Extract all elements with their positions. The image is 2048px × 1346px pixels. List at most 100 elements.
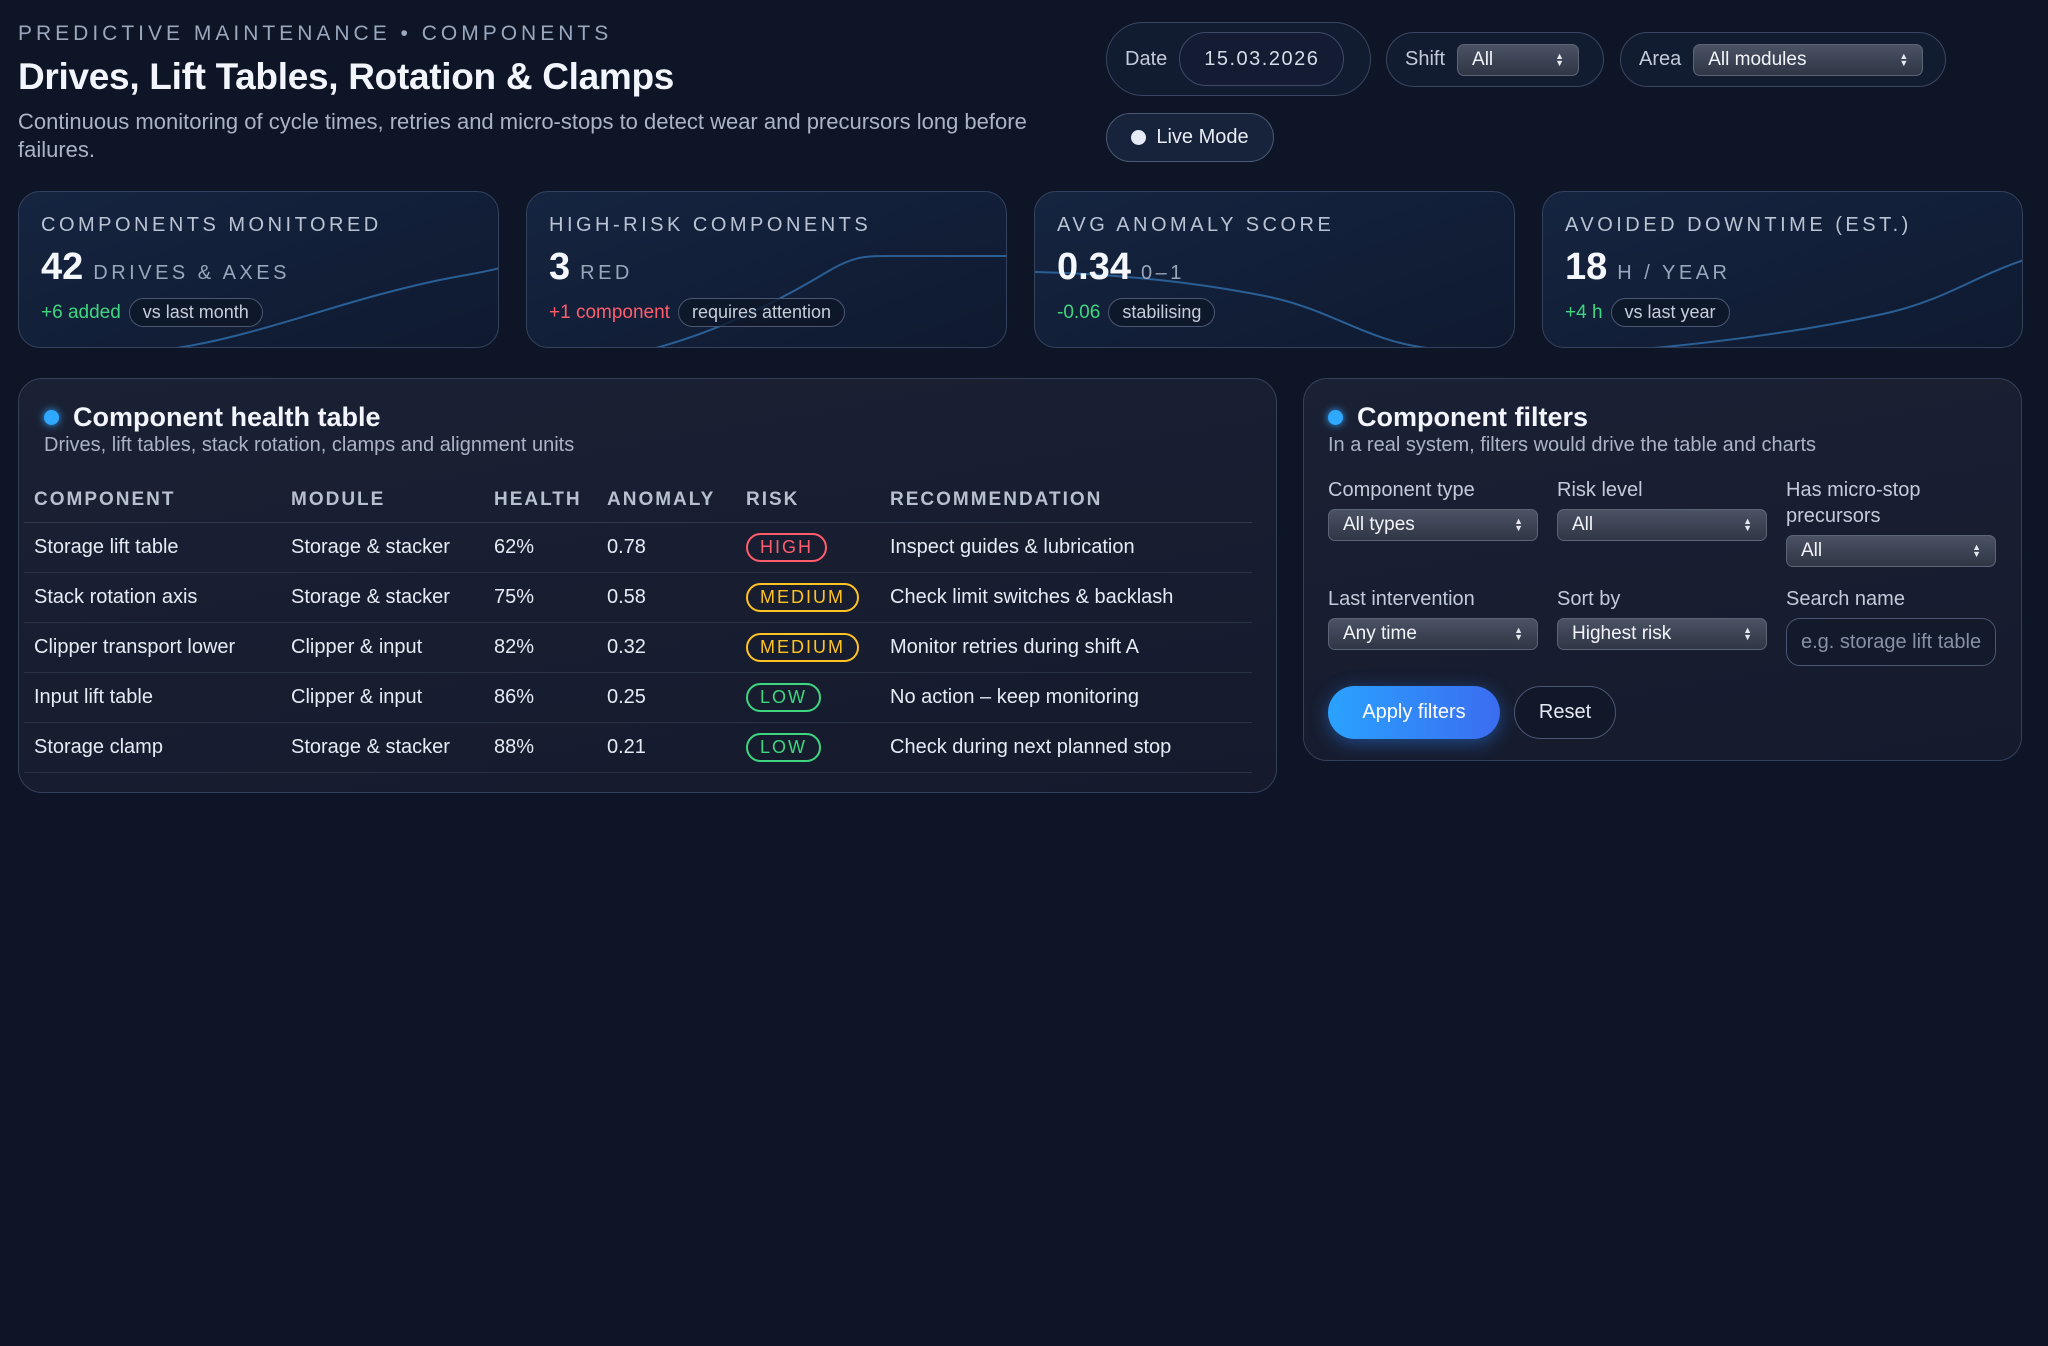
sort-by-select[interactable]: Highest risk ▲ ▼: [1557, 618, 1767, 650]
filters-subtitle: In a real system, filters would drive th…: [1328, 434, 1817, 456]
cell-risk: LOW: [736, 722, 880, 773]
cell-module: Clipper & input: [281, 622, 484, 673]
shift-select[interactable]: All ▲ ▼: [1457, 43, 1580, 76]
search-name-input[interactable]: [1786, 618, 1996, 666]
component-type-label: Component type: [1328, 479, 1475, 501]
reset-button[interactable]: Reset: [1514, 686, 1616, 739]
select-arrows-icon: ▲ ▼: [1743, 516, 1752, 533]
kpi-card-high-risk-components: HIGH-RISK COMPONENTS 3 RED +1 component …: [526, 191, 1007, 348]
cell-risk: HIGH: [736, 522, 880, 573]
kpi-delta: +4 h: [1565, 301, 1603, 323]
section-dot-icon: [44, 410, 59, 425]
kpi-unit: H / YEAR: [1617, 262, 1731, 284]
risk-level-value: All: [1572, 514, 1594, 535]
select-arrows-icon: ▲ ▼: [1899, 50, 1909, 68]
area-control: Area All modules ▲ ▼: [1620, 32, 1946, 87]
micro-stop-label: Has micro-stop precursors: [1786, 479, 1921, 527]
section-dot-icon: [1328, 410, 1343, 425]
column-header-component[interactable]: COMPONENT: [24, 478, 281, 523]
cell-module: Clipper & input: [281, 672, 484, 723]
component-type-select[interactable]: All types ▲ ▼: [1328, 509, 1538, 541]
date-control: Date 15.03.2026: [1106, 22, 1371, 96]
risk-badge: LOW: [746, 732, 822, 762]
kpi-delta: +1 component: [549, 301, 670, 323]
date-label: Date: [1125, 47, 1168, 70]
cell-risk: MEDIUM: [736, 572, 880, 623]
kpi-value-group: 18 H / YEAR: [1565, 246, 1731, 289]
kpi-sparkline: [1035, 271, 1428, 347]
area-select[interactable]: All modules ▲ ▼: [1693, 43, 1924, 76]
kpi-sparkline: [655, 254, 1006, 347]
kpi-unit: RED: [580, 262, 633, 284]
kpi-footer: +4 h vs last year: [1565, 298, 1730, 327]
health-table-title-text: Component health table: [73, 402, 381, 432]
kpi-comparison-chip: stabilising: [1108, 298, 1216, 327]
page-subtitle: Continuous monitoring of cycle times, re…: [18, 109, 1027, 162]
cell-anomaly: 0.58: [597, 572, 736, 623]
risk-level-label: Risk level: [1557, 479, 1643, 501]
column-header-health[interactable]: HEALTH: [484, 478, 597, 523]
kpi-value: 42: [41, 246, 84, 288]
kpi-comparison-chip: requires attention: [677, 298, 846, 327]
live-mode-button[interactable]: Live Mode: [1106, 113, 1274, 162]
risk-badge: MEDIUM: [746, 632, 859, 662]
kpi-value: 18: [1565, 246, 1608, 288]
select-arrows-icon: ▲ ▼: [1514, 625, 1523, 642]
select-arrows-icon: ▲ ▼: [1555, 50, 1565, 68]
last-intervention-select[interactable]: Any time ▲ ▼: [1328, 618, 1538, 650]
table-row[interactable]: Clipper transport lower Clipper & input …: [24, 622, 1252, 673]
cell-recommendation: Monitor retries during shift A: [880, 622, 1252, 673]
filters-title-text: Component filters: [1357, 402, 1589, 432]
select-arrows-icon: ▲ ▼: [1972, 542, 1981, 559]
table-row[interactable]: Stack rotation axis Storage & stacker 75…: [24, 572, 1252, 623]
kpi-card-avg-anomaly-score: AVG ANOMALY SCORE 0.34 0–1 -0.06 stabili…: [1034, 191, 1515, 348]
cell-anomaly: 0.21: [597, 722, 736, 773]
table-header-row: COMPONENT MODULE HEALTH ANOMALY RISK REC…: [24, 478, 1252, 523]
risk-level-select[interactable]: All ▲ ▼: [1557, 509, 1767, 541]
area-select-value: All modules: [1708, 48, 1807, 70]
kpi-value-group: 3 RED: [549, 246, 633, 289]
kpi-delta: +6 added: [41, 301, 121, 323]
kpi-label: AVG ANOMALY SCORE: [1057, 214, 1335, 236]
cell-recommendation: Check limit switches & backlash: [880, 572, 1252, 623]
risk-badge: LOW: [746, 682, 822, 712]
risk-badge: MEDIUM: [746, 582, 859, 612]
search-name-label: Search name: [1786, 588, 1905, 610]
kpi-sparkline: [1653, 259, 2022, 347]
table-row[interactable]: Storage clamp Storage & stacker 88% 0.21…: [24, 722, 1252, 773]
cell-risk: MEDIUM: [736, 622, 880, 673]
cell-anomaly: 0.78: [597, 522, 736, 573]
kpi-unit: DRIVES & AXES: [93, 262, 290, 284]
kpi-value: 0.34: [1057, 246, 1131, 288]
cell-risk: LOW: [736, 672, 880, 723]
cell-health: 86%: [484, 672, 597, 723]
cell-component: Storage lift table: [24, 522, 281, 573]
shift-label: Shift: [1405, 48, 1446, 70]
health-table-subtitle: Drives, lift tables, stack rotation, cla…: [44, 434, 575, 456]
kpi-comparison-chip: vs last year: [1610, 298, 1730, 327]
column-header-module[interactable]: MODULE: [281, 478, 484, 523]
kpi-value-group: 42 DRIVES & AXES: [41, 246, 290, 289]
column-header-anomaly[interactable]: ANOMALY: [597, 478, 736, 523]
kpi-label: AVOIDED DOWNTIME (EST.): [1565, 214, 1912, 236]
table-row[interactable]: Input lift table Clipper & input 86% 0.2…: [24, 672, 1252, 723]
kpi-card-components-monitored: COMPONENTS MONITORED 42 DRIVES & AXES +6…: [18, 191, 499, 348]
table-row[interactable]: Storage lift table Storage & stacker 62%…: [24, 522, 1252, 573]
apply-filters-button[interactable]: Apply filters: [1328, 686, 1500, 739]
cell-component: Storage clamp: [24, 722, 281, 773]
health-table-title: Component health table: [44, 402, 381, 433]
component-health-table: COMPONENT MODULE HEALTH ANOMALY RISK REC…: [24, 478, 1252, 773]
last-intervention-label: Last intervention: [1328, 588, 1475, 610]
page-eyebrow: PREDICTIVE MAINTENANCE • COMPONENTS: [18, 22, 613, 45]
column-header-risk[interactable]: RISK: [736, 478, 880, 523]
kpi-label: HIGH-RISK COMPONENTS: [549, 214, 872, 236]
micro-stop-select[interactable]: All ▲ ▼: [1786, 535, 1996, 567]
column-header-recommendation[interactable]: RECOMMENDATION: [880, 478, 1252, 523]
live-indicator-icon: [1131, 130, 1147, 145]
cell-component: Clipper transport lower: [24, 622, 281, 673]
kpi-value-group: 0.34 0–1: [1057, 246, 1185, 289]
page-title: Drives, Lift Tables, Rotation & Clamps: [18, 56, 675, 97]
date-picker[interactable]: 15.03.2026: [1179, 32, 1345, 86]
cell-health: 88%: [484, 722, 597, 773]
cell-recommendation: Check during next planned stop: [880, 722, 1252, 773]
